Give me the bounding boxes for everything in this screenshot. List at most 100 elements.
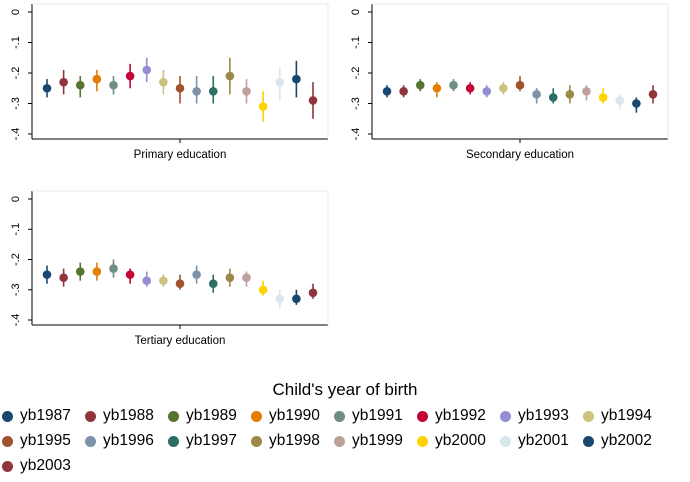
point-yb1995 xyxy=(515,80,525,90)
y-tick-label: -.3 xyxy=(350,97,362,110)
legend-label: yb1999 xyxy=(352,432,403,449)
legend-marker xyxy=(334,410,345,422)
y-tick-label: -.1 xyxy=(350,36,362,49)
legend-marker xyxy=(500,435,511,447)
legend-item-yb1992: yb1992 xyxy=(417,406,486,426)
legend-label: yb2003 xyxy=(20,457,71,474)
legend-marker xyxy=(500,410,511,422)
point-yb1992 xyxy=(125,71,135,81)
legend-label: yb1994 xyxy=(601,407,652,424)
point-yb1994 xyxy=(159,276,168,285)
point-yb2001 xyxy=(275,77,285,87)
legend-item-yb1998: yb1998 xyxy=(251,431,320,451)
point-yb1991 xyxy=(449,80,458,90)
point-yb2002 xyxy=(292,294,301,304)
y-tick-label: -.3 xyxy=(10,283,22,296)
legend-item-yb1991: yb1991 xyxy=(334,406,403,426)
point-yb2003 xyxy=(648,90,658,99)
point-yb1987 xyxy=(42,83,52,93)
legend-marker xyxy=(334,435,345,447)
point-yb2000 xyxy=(258,102,268,111)
legend-item-yb1987: yb1987 xyxy=(2,406,71,426)
point-yb1991 xyxy=(109,264,118,273)
point-yb1992 xyxy=(125,270,135,279)
legend-item-yb2001: yb2001 xyxy=(500,431,569,451)
point-yb2003 xyxy=(308,96,318,105)
legend-label: yb1996 xyxy=(103,432,154,449)
legend-item-yb1999: yb1999 xyxy=(334,431,403,451)
legend-item-yb1994: yb1994 xyxy=(583,406,652,426)
point-yb1995 xyxy=(175,83,185,93)
legend-marker xyxy=(417,435,428,447)
point-yb1989 xyxy=(75,80,85,90)
point-yb1990 xyxy=(92,74,102,84)
point-yb1987 xyxy=(42,270,52,279)
point-yb2000 xyxy=(258,285,268,295)
panel-title: Primary education xyxy=(134,149,227,161)
point-yb1996 xyxy=(192,270,201,279)
legend-label: yb1995 xyxy=(20,432,71,449)
point-yb1998 xyxy=(225,273,235,282)
legend-marker xyxy=(251,410,262,422)
legend-title: Child's year of birth xyxy=(272,380,418,399)
point-yb1994 xyxy=(499,83,508,93)
point-yb2000 xyxy=(598,93,608,102)
legend-label: yb1992 xyxy=(435,407,486,424)
legend-label: yb1988 xyxy=(103,407,154,424)
point-yb1997 xyxy=(208,279,218,289)
legend-marker xyxy=(251,435,262,447)
point-yb1999 xyxy=(242,87,251,96)
y-tick-label: -.2 xyxy=(10,67,22,80)
legend-marker xyxy=(417,410,428,422)
point-yb1989 xyxy=(415,80,425,90)
point-yb1997 xyxy=(548,93,558,102)
legend-item-yb1989: yb1989 xyxy=(168,406,237,426)
point-yb1987 xyxy=(382,87,392,96)
y-tick-label: -.2 xyxy=(10,253,22,266)
legend-label: yb2001 xyxy=(518,432,569,449)
point-yb2002 xyxy=(632,99,641,108)
point-yb1988 xyxy=(59,77,68,87)
legend-label: yb1991 xyxy=(352,407,403,424)
point-yb1993 xyxy=(142,65,152,75)
legend-marker xyxy=(85,435,96,447)
y-tick-label: -.3 xyxy=(10,97,22,110)
legend-marker xyxy=(583,435,594,447)
legend-item-yb2002: yb2002 xyxy=(583,431,652,451)
point-yb2001 xyxy=(275,294,285,304)
legend-label: yb1997 xyxy=(186,432,237,449)
point-yb1999 xyxy=(242,273,251,282)
legend-marker xyxy=(168,410,179,422)
y-tick-label: -.4 xyxy=(10,314,22,327)
point-yb1995 xyxy=(175,279,185,289)
y-tick-label: -.2 xyxy=(350,67,362,80)
point-yb2002 xyxy=(292,74,301,84)
panel-tertiary-education: 0 -.1 -.2 -.3 -.4 Tertiary education xyxy=(10,190,329,347)
legend-item-yb1993: yb1993 xyxy=(500,406,569,426)
y-tick-label: 0 xyxy=(350,9,362,15)
legend-label: yb1998 xyxy=(269,432,320,449)
legend-item-yb1990: yb1990 xyxy=(251,406,320,426)
legend-marker xyxy=(2,410,13,422)
legend-item-yb1988: yb1988 xyxy=(85,406,154,426)
legend-label: yb1989 xyxy=(186,407,237,424)
point-yb1991 xyxy=(109,80,118,90)
point-yb2001 xyxy=(615,96,625,105)
point-yb1993 xyxy=(482,87,492,96)
point-yb1997 xyxy=(208,87,218,96)
legend-item-yb2000: yb2000 xyxy=(417,431,486,451)
y-tick-label: 0 xyxy=(10,9,22,15)
panel-title: Secondary education xyxy=(466,149,574,161)
point-yb1990 xyxy=(92,267,102,276)
legend-marker xyxy=(2,435,13,447)
point-yb1990 xyxy=(432,83,442,93)
legend-label: yb1987 xyxy=(20,407,71,424)
point-yb1998 xyxy=(565,90,575,99)
y-tick-label: -.1 xyxy=(10,36,22,49)
legend-item-yb1997: yb1997 xyxy=(168,431,237,451)
point-yb1994 xyxy=(159,77,168,87)
legend-label: yb1990 xyxy=(269,407,320,424)
panel-title: Tertiary education xyxy=(135,335,226,347)
legend-label: yb2002 xyxy=(601,432,652,449)
